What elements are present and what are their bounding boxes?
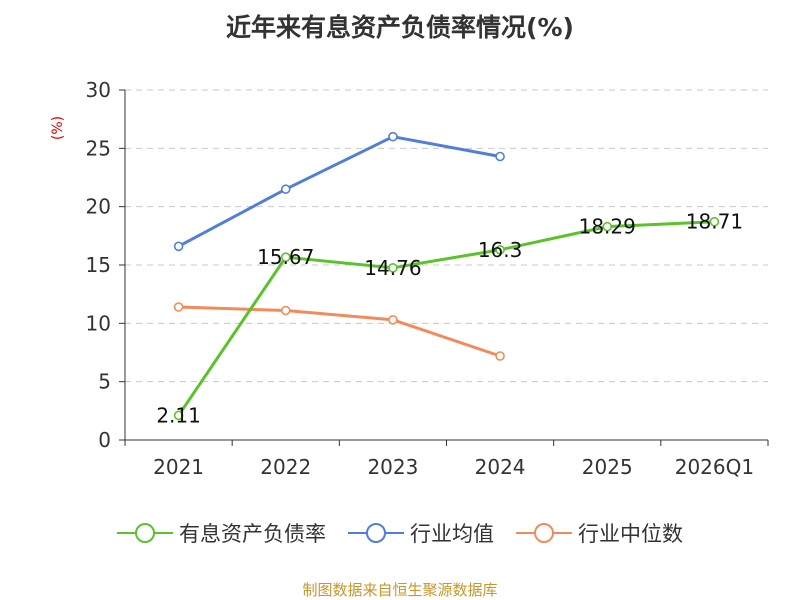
x-tick-label: 2021: [153, 455, 204, 479]
series-line-2: [178, 305, 501, 358]
legend-label: 有息资产负债率: [179, 522, 326, 546]
series-point-2: [280, 305, 291, 316]
series-point-2: [495, 351, 505, 361]
series-point-0: [280, 252, 291, 262]
x-tick-label: 2026Q1: [675, 455, 754, 479]
legend-item: 行业均值: [348, 518, 494, 548]
series-point-0: [602, 221, 613, 232]
series-line-1: [177, 135, 501, 248]
data-label: 14.76: [364, 256, 421, 280]
data-label: 16.3: [478, 238, 523, 262]
x-tick-label: 2023: [367, 455, 418, 479]
y-tick-label: 15: [86, 253, 111, 277]
data-label: 18.29: [579, 215, 636, 239]
x-tick-label: 2024: [475, 455, 526, 479]
y-tick-label: 30: [86, 78, 111, 102]
legend-item: 行业中位数: [516, 518, 683, 548]
data-label: 15.67: [257, 245, 314, 269]
legend-item: 有息资产负债率: [117, 518, 326, 548]
legend-marker-icon: [117, 523, 173, 543]
y-tick-label: 0: [98, 428, 111, 452]
chart-title: 近年来有息资产负债率情况(%): [226, 13, 574, 42]
series-point-0: [173, 410, 184, 421]
y-tick-label: 10: [86, 311, 111, 335]
data-label: 18.71: [686, 210, 743, 234]
y-unit-label: (%): [50, 116, 66, 140]
legend: 有息资产负债率 行业均值 行业中位数: [0, 518, 800, 548]
series-point-1: [280, 184, 291, 194]
series-point-1: [388, 131, 398, 142]
x-tick-label: 2025: [582, 455, 633, 479]
series-point-1: [495, 151, 505, 162]
series-point-2: [388, 315, 398, 325]
legend-label: 行业均值: [410, 522, 494, 546]
y-tick-label: 5: [98, 370, 111, 394]
legend-marker-icon: [516, 523, 572, 543]
series-point-0: [388, 262, 398, 273]
y-tick-label: 20: [86, 195, 111, 219]
source-note: 制图数据来自恒生聚源数据库: [302, 581, 498, 599]
data-label: 2.11: [156, 403, 201, 427]
legend-marker-icon: [348, 523, 404, 543]
series-point-0: [495, 245, 505, 255]
series-point-2: [173, 302, 184, 312]
y-tick-label: 25: [86, 136, 111, 160]
series-point-1: [173, 241, 184, 252]
series-point-0: [709, 216, 720, 227]
series-line-0: [177, 220, 715, 417]
legend-label: 行业中位数: [578, 522, 683, 546]
x-tick-label: 2022: [260, 455, 311, 479]
